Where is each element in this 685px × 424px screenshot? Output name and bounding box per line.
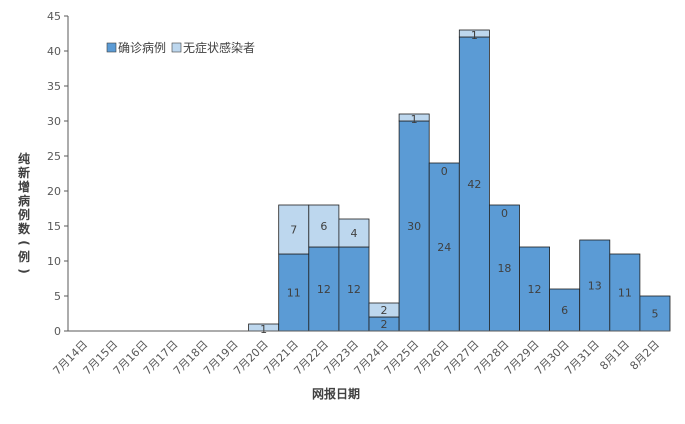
bar-confirmed	[488, 204, 520, 332]
y-tick-label: 40	[47, 45, 61, 58]
y-tick-label: 30	[47, 115, 61, 128]
data-label-confirmed: 2	[381, 318, 388, 331]
y-axis-title-char: 数	[18, 221, 31, 236]
data-label-confirmed: 11	[618, 287, 632, 300]
data-label-confirmed: 11	[287, 287, 301, 300]
data-label-confirmed: 5	[651, 308, 658, 321]
x-axis: 7月14日7月15日7月16日7月17日7月18日7月19日7月20日7月21日…	[51, 330, 670, 378]
y-tick-label: 5	[54, 290, 61, 303]
data-label-confirmed: 13	[588, 280, 602, 293]
bar-asymptomatic	[398, 113, 430, 122]
legend-swatch-confirmed	[106, 42, 117, 53]
data-label-confirmed: 42	[467, 178, 481, 191]
x-tick-label: 8月1日	[597, 338, 632, 373]
data-label-confirmed: 18	[497, 262, 511, 275]
y-axis-title-char: )	[17, 268, 31, 273]
bar-asymptomatic	[458, 29, 490, 38]
y-tick-label: 45	[47, 10, 61, 23]
legend-label-asymptomatic: 无症状感染者	[183, 40, 255, 55]
y-axis-title-char: 新	[18, 165, 30, 180]
y-axis-title-char: 纯	[18, 151, 30, 166]
legend-swatch-asymptomatic	[171, 42, 182, 53]
data-label-asymptomatic: 2	[381, 304, 388, 317]
bar-confirmed	[519, 246, 551, 332]
data-label-confirmed: 6	[561, 304, 568, 317]
data-label-confirmed: 12	[528, 283, 542, 296]
data-label-asymptomatic: 1	[471, 29, 478, 42]
data-label-confirmed: 12	[317, 283, 331, 296]
data-label-asymptomatic: 4	[350, 227, 357, 240]
bar-confirmed	[639, 295, 671, 332]
legend-label-confirmed: 确诊病例	[118, 40, 166, 55]
y-axis-title-char: 病	[18, 193, 30, 208]
y-tick-label: 20	[47, 185, 61, 198]
data-label-confirmed: 30	[407, 220, 421, 233]
bar-asymptomatic	[278, 204, 310, 255]
y-tick-label: 0	[54, 325, 61, 338]
data-label-confirmed: 24	[437, 241, 451, 254]
y-axis-title-char: 例	[18, 249, 30, 264]
data-label-asymptomatic: 0	[441, 165, 448, 178]
y-tick-label: 15	[47, 220, 61, 233]
data-label-asymptomatic: 7	[290, 224, 297, 237]
y-axis-title-char: 增	[18, 179, 30, 194]
data-label-asymptomatic: 0	[501, 207, 508, 220]
bar-confirmed	[549, 288, 581, 332]
data-label-asymptomatic: 1	[260, 323, 267, 336]
y-axis-title-char: 例	[18, 207, 30, 222]
x-axis-title: 网报日期	[312, 386, 360, 401]
y-tick-label: 10	[47, 255, 61, 268]
y-tick-label: 35	[47, 80, 61, 93]
x-tick-label: 8月2日	[627, 338, 662, 373]
bar-asymptomatic	[338, 218, 370, 248]
bar-confirmed	[458, 36, 490, 332]
data-label-confirmed: 12	[347, 283, 361, 296]
data-label-asymptomatic: 1	[411, 113, 418, 126]
data-label-asymptomatic: 6	[320, 220, 327, 233]
bar-confirmed	[579, 239, 611, 332]
bar-confirmed	[609, 253, 641, 332]
y-axis-title-char: (	[17, 240, 31, 245]
y-axis: 0 5 10 15 20 25 30 35 40 45	[47, 10, 69, 338]
y-tick-label: 25	[47, 150, 61, 163]
bar-confirmed	[428, 162, 460, 332]
legend: 确诊病例 无症状感染者	[106, 40, 255, 55]
